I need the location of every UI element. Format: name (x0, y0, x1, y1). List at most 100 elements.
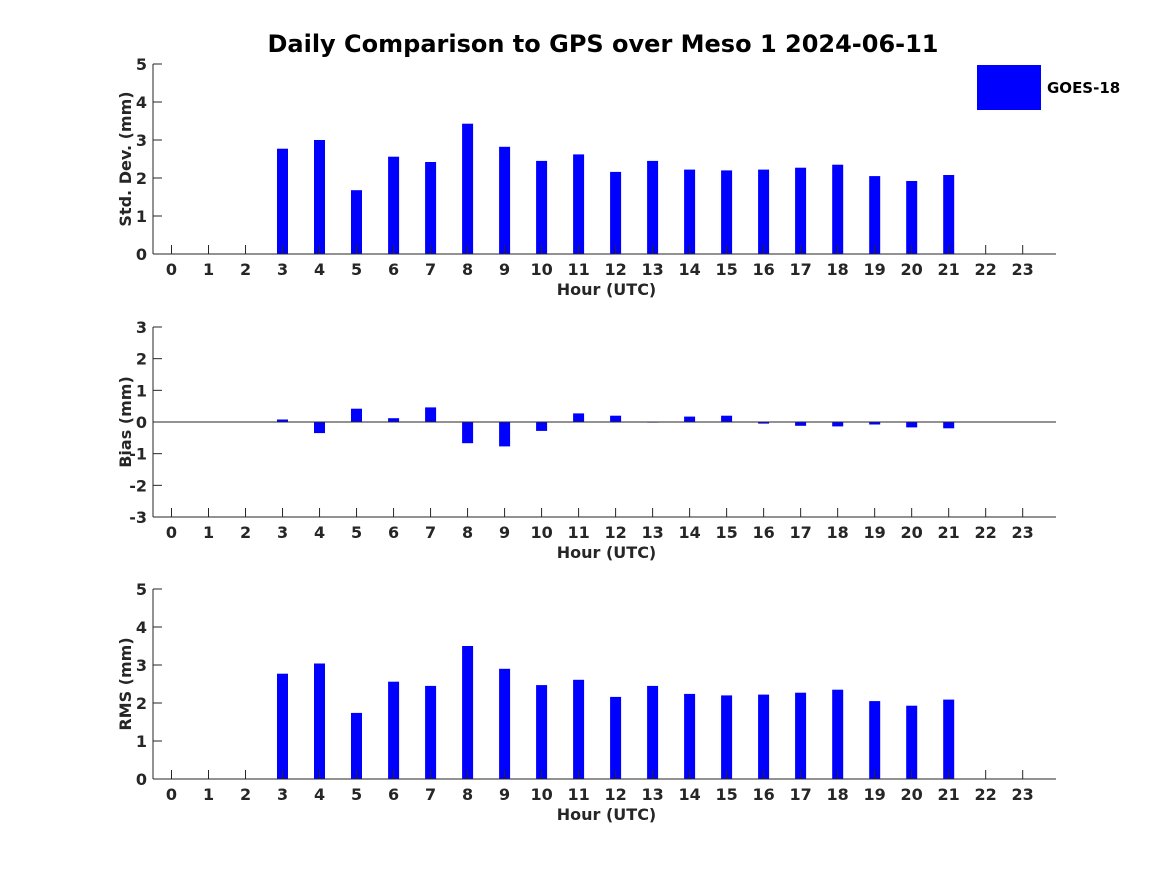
bias-y-axis-label: Bias (mm) (116, 376, 135, 468)
std-dev-bar-hour-12 (610, 171, 622, 254)
rms-bar-hour-5 (351, 712, 362, 779)
rms-x-tick-label: 4 (314, 785, 325, 804)
bias-bar-hour-5 (351, 408, 362, 422)
std-dev-bar-hour-17 (795, 167, 807, 254)
bias-bar-hour-6 (388, 418, 400, 422)
rms-x-tick-label: 9 (499, 785, 510, 804)
bias-bar-hour-8 (462, 422, 474, 444)
rms-bar-hour-7 (425, 685, 437, 779)
bias-x-tick-label: 13 (641, 523, 663, 542)
bias-bar-hour-18 (832, 422, 844, 427)
rms-y-tick-label: 1 (136, 732, 147, 751)
bias-x-tick-label: 16 (753, 523, 775, 542)
bias-bar-hour-19 (869, 422, 881, 425)
std-dev-bar-hour-18 (832, 164, 844, 254)
rms-bar-hour-20 (906, 705, 918, 779)
std-dev-y-tick-label: 4 (136, 93, 147, 112)
rms-y-tick-label: 2 (136, 694, 147, 713)
rms-x-tick-label: 16 (753, 785, 775, 804)
std-dev-bar-hour-5 (351, 190, 362, 254)
std-dev-bar-hour-3 (277, 148, 288, 254)
std-dev-x-tick-label: 16 (753, 260, 775, 279)
bias-x-axis-label: Hour (UTC) (557, 543, 657, 562)
std-dev-y-tick-label: 5 (136, 55, 147, 74)
rms-y-tick-label: 3 (136, 656, 147, 675)
std-dev-x-tick-label: 17 (790, 260, 812, 279)
std-dev-bar-hour-14 (684, 169, 696, 254)
bias-y-tick-label: -1 (129, 445, 147, 464)
bias-x-tick-label: 8 (462, 523, 473, 542)
rms-x-tick-label: 15 (715, 785, 737, 804)
std-dev-x-tick-label: 15 (715, 260, 737, 279)
rms-bar-hour-21 (943, 699, 955, 779)
std-dev-bar-hour-9 (499, 146, 511, 254)
rms-x-tick-label: 20 (901, 785, 923, 804)
bias-bar-hour-17 (795, 422, 807, 426)
bias-x-tick-label: 23 (1012, 523, 1034, 542)
std-dev-x-tick-label: 4 (314, 260, 325, 279)
bias-x-tick-label: 2 (240, 523, 251, 542)
std-dev-x-tick-label: 11 (567, 260, 589, 279)
bias-bar-hour-11 (573, 413, 585, 422)
std-dev-bar-hour-7 (425, 162, 437, 254)
std-dev-y-tick-label: 2 (136, 169, 147, 188)
std-dev-x-tick-label: 1 (203, 260, 214, 279)
bias-bar-hour-21 (943, 422, 955, 429)
figure-title: Daily Comparison to GPS over Meso 1 2024… (267, 30, 938, 58)
bias-x-tick-label: 19 (864, 523, 886, 542)
rms-bar-hour-16 (758, 694, 770, 779)
rms-bar-hour-19 (869, 701, 881, 779)
rms-x-tick-label: 6 (388, 785, 399, 804)
rms-x-tick-label: 17 (790, 785, 812, 804)
rms-x-tick-label: 19 (864, 785, 886, 804)
std-dev-x-axis-label: Hour (UTC) (557, 280, 657, 299)
std-dev-y-tick-label: 3 (136, 131, 147, 150)
legend: GOES-18 (977, 65, 1120, 110)
bias-x-tick-label: 4 (314, 523, 325, 542)
rms-bar-hour-17 (795, 692, 807, 779)
std-dev-x-tick-label: 18 (827, 260, 849, 279)
rms-bar-hour-18 (832, 689, 844, 779)
bias-x-tick-label: 17 (790, 523, 812, 542)
std-dev-x-tick-label: 22 (975, 260, 997, 279)
rms-bar-hour-9 (499, 668, 511, 779)
bias-x-tick-label: 21 (938, 523, 960, 542)
bias-x-tick-label: 1 (203, 523, 214, 542)
std-dev-x-tick-label: 13 (641, 260, 663, 279)
rms-x-tick-label: 23 (1012, 785, 1034, 804)
rms-y-tick-label: 0 (136, 770, 147, 789)
rms-x-tick-label: 8 (462, 785, 473, 804)
rms-y-tick-label: 4 (136, 618, 147, 637)
std-dev-y-tick-label: 0 (136, 245, 147, 264)
rms-x-tick-label: 5 (351, 785, 362, 804)
legend-label: GOES-18 (1047, 79, 1120, 97)
bias-x-tick-label: 9 (499, 523, 510, 542)
bias-y-tick-label: -3 (129, 508, 147, 527)
std-dev-x-tick-label: 5 (351, 260, 362, 279)
rms-bar-hour-8 (462, 646, 474, 779)
std-dev-x-tick-label: 12 (604, 260, 626, 279)
rms-y-tick-label: 5 (136, 580, 147, 599)
std-dev-x-tick-label: 10 (530, 260, 552, 279)
bias-bar-hour-16 (758, 422, 770, 424)
bias-bar-hour-20 (906, 422, 918, 428)
std-dev-x-tick-label: 21 (938, 260, 960, 279)
bias-y-tick-label: 1 (136, 381, 147, 400)
bias-x-tick-label: 0 (166, 523, 177, 542)
std-dev-bar-hour-21 (943, 175, 955, 254)
std-dev-bar-hour-13 (647, 160, 659, 254)
bias-y-tick-label: -2 (129, 476, 147, 495)
rms-bar-hour-4 (314, 663, 325, 779)
bias-x-tick-label: 15 (715, 523, 737, 542)
bias-bar-hour-9 (499, 422, 511, 447)
rms-x-tick-label: 10 (530, 785, 552, 804)
rms-bar-hour-14 (684, 693, 696, 779)
rms-bar-hour-11 (573, 679, 585, 779)
std-dev-x-tick-label: 20 (901, 260, 923, 279)
std-dev-x-tick-label: 2 (240, 260, 251, 279)
std-dev-x-tick-label: 3 (277, 260, 288, 279)
rms-bar-hour-12 (610, 696, 622, 779)
